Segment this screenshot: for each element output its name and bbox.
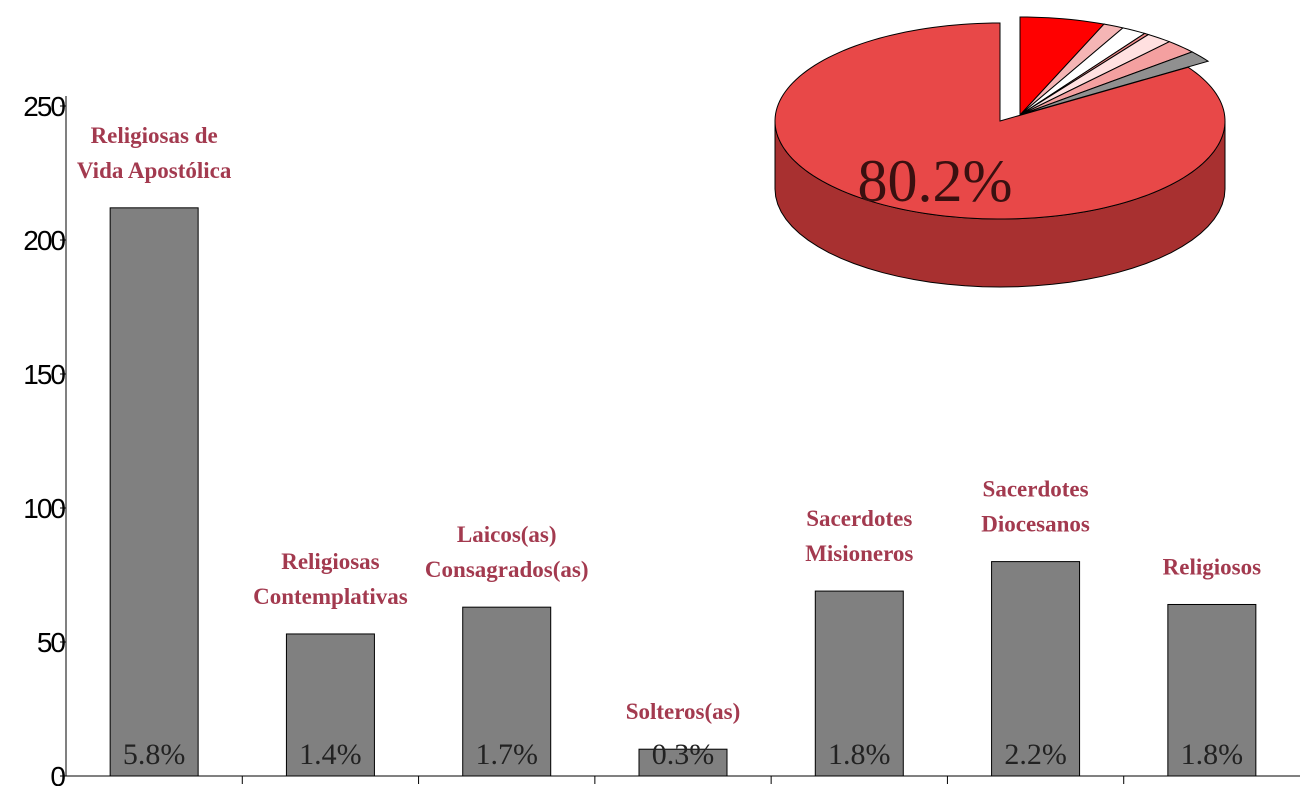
pie-slice: [1019, 51, 1210, 116]
category-label: Solteros(as): [626, 699, 741, 724]
bar: [638, 748, 728, 777]
bar: [1167, 603, 1257, 777]
category-label: Religiosas de: [91, 123, 218, 148]
percent-label: 1.7%: [475, 738, 538, 771]
bar: [109, 207, 199, 777]
category-label: Contemplativas: [253, 584, 408, 609]
percent-label: 1.4%: [299, 738, 362, 771]
percent-label: 1.8%: [828, 738, 891, 771]
percent-label: 5.8%: [123, 738, 186, 771]
pie-label: 80.2%: [858, 148, 1013, 214]
pie-slice: [774, 22, 1226, 220]
bar: [991, 561, 1081, 777]
y-tick-label: 250: [23, 91, 65, 122]
category-label: Misioneros: [805, 541, 913, 566]
y-tick-label: 50: [37, 627, 66, 658]
category-label: Vida Apostólica: [77, 158, 232, 183]
y-tick-label: 0: [50, 761, 65, 786]
y-tick-label: 100: [23, 493, 65, 524]
percent-label: 2.2%: [1004, 738, 1067, 771]
bar: [814, 590, 904, 777]
percent-label: 0.3%: [652, 738, 715, 771]
category-label: Religiosos: [1163, 554, 1261, 579]
bar: [462, 606, 552, 777]
y-tick-label: 200: [23, 225, 65, 256]
category-label: Sacerdotes: [983, 477, 1089, 502]
category-label: Diocesanos: [981, 512, 1090, 537]
pie-slice: [1019, 41, 1194, 116]
y-tick-label: 150: [23, 359, 65, 390]
category-label: Religiosas: [281, 549, 379, 574]
pie-slice: [1019, 16, 1106, 117]
category-label: Sacerdotes: [806, 506, 912, 531]
bar: [285, 633, 375, 777]
category-label: Laicos(as): [457, 522, 557, 547]
category-label: Consagrados(as): [425, 557, 589, 582]
percent-label: 1.8%: [1181, 738, 1244, 771]
